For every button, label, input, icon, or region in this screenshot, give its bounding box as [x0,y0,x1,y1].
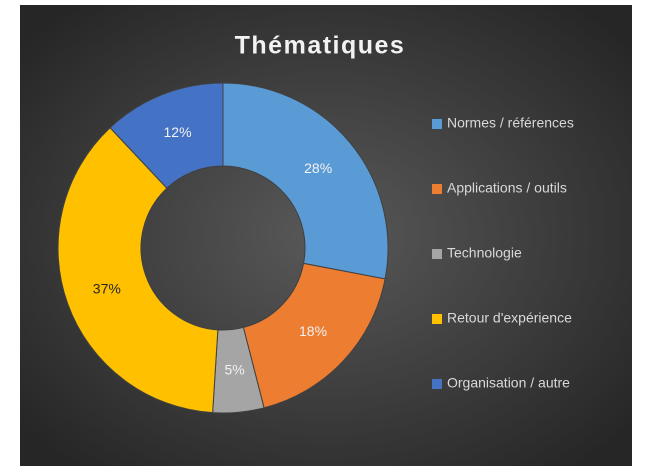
donut-slice [222,82,389,280]
legend-label: Retour d'expérience [447,310,572,326]
legend-swatch [432,184,442,194]
donut-slice [109,82,224,189]
legend-label: Normes / références [447,115,574,131]
data-label: 18% [299,323,327,339]
chart-title: Thématiques [235,32,406,60]
data-label: 5% [225,362,245,378]
legend-label: Applications / outils [447,180,567,196]
legend-swatch [432,119,442,129]
data-label: 12% [164,124,192,140]
data-label: 37% [93,281,121,297]
legend-swatch [432,249,442,259]
legend-label: Technologie [447,245,522,261]
donut-slice [57,127,219,414]
donut-slice [242,262,386,409]
data-label: 28% [304,160,332,176]
legend-swatch [432,379,442,389]
legend-label: Organisation / autre [447,375,570,391]
legend-swatch [432,314,442,324]
